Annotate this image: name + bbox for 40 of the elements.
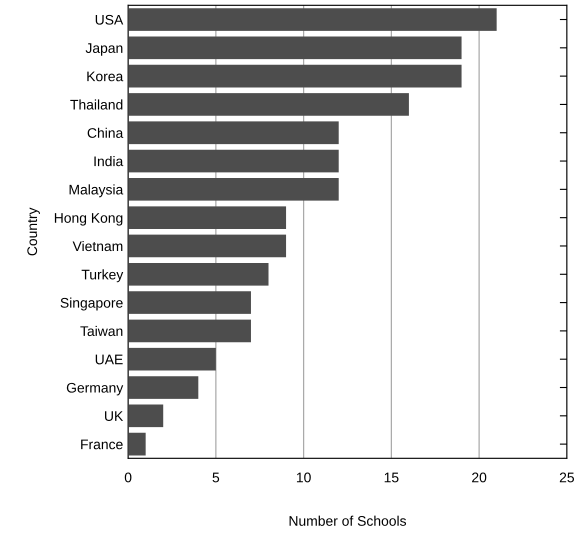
y-tick-label: USA [96, 14, 124, 25]
x-tick-label: 10 [296, 472, 311, 482]
y-axis-title: Country [27, 208, 40, 256]
x-tick-label: 25 [560, 472, 574, 482]
x-tick-label: 20 [472, 472, 486, 482]
y-tick-label: UAE [96, 354, 123, 364]
bar [128, 8, 497, 31]
x-tick-label: 0 [124, 472, 132, 482]
bar [128, 178, 339, 201]
x-tick-label: 5 [212, 472, 220, 482]
y-tick-label: Vietnam [72, 240, 122, 252]
bar [128, 432, 146, 456]
bar [128, 348, 216, 371]
bar [128, 262, 269, 286]
y-tick-label: Korea [87, 72, 124, 82]
bar [128, 121, 339, 144]
y-tick-label: Singapore [60, 298, 123, 311]
bar [128, 64, 462, 88]
bar [128, 234, 286, 258]
x-axis-title: Number of Schools [290, 516, 406, 526]
x-tick-label: 15 [384, 472, 399, 482]
y-tick-label: Germany [66, 382, 124, 396]
y-tick-label: UK [105, 411, 124, 421]
y-tick-label: Thailand [70, 99, 122, 110]
y-tick-label: Hong Kong [54, 213, 122, 226]
bar [128, 376, 198, 399]
bar [128, 36, 462, 60]
y-tick-label: Japan [86, 43, 122, 56]
bar [128, 150, 339, 172]
bar [128, 291, 251, 314]
y-tick-label: Turkey [82, 269, 124, 282]
y-tick-label: France [81, 440, 123, 450]
y-tick-label: Taiwan [80, 326, 122, 336]
y-tick-label: Malaysia [70, 184, 124, 198]
y-tick-label: India [94, 156, 124, 166]
y-tick-label: China [88, 128, 124, 138]
bar [128, 93, 409, 116]
bar [128, 320, 251, 342]
bar [128, 404, 164, 428]
bar [128, 206, 286, 229]
